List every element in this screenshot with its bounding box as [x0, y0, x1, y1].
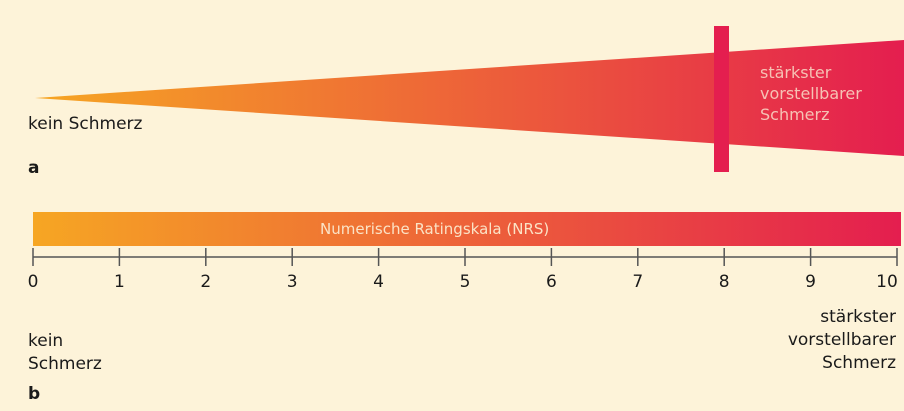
wedge-graphic: [35, 26, 904, 172]
tick-label-6: 6: [545, 272, 557, 292]
scale-bar: [33, 212, 901, 246]
wedge-right-label: stärkster vorstellbarer Schmerz: [760, 63, 862, 124]
tick-label-1: 1: [113, 272, 125, 292]
numeric-rating-scale-panel: Numerische Ratingskala (NRS) 0 1 2 3 4 5 6 7 8 9 1…: [0, 200, 904, 411]
scale-left-label: kein Schmerz: [28, 331, 102, 374]
panel-letter-a: a: [28, 158, 40, 178]
tick-label-10: 10: [876, 272, 898, 292]
scale-caption: Numerische Ratingskala (NRS): [320, 220, 550, 238]
panel-letter-b: b: [28, 384, 41, 404]
pain-wedge: [35, 40, 904, 156]
visual-analog-scale-panel: kein Schmerz stärkster vorstellbarer Sch…: [0, 0, 904, 200]
tick-label-3: 3: [286, 272, 298, 292]
tick-label-4: 4: [373, 272, 384, 292]
tick-label-8: 8: [718, 272, 730, 292]
tick-label-7: 7: [632, 272, 644, 292]
scale-graphic: [32, 212, 901, 266]
marker-bar[interactable]: [714, 26, 729, 172]
wedge-left-label: kein Schmerz: [28, 114, 143, 134]
tick-group: [32, 248, 898, 266]
tick-label-9: 9: [805, 272, 816, 292]
tick-label-5: 5: [459, 272, 471, 292]
tick-label-2: 2: [200, 272, 212, 292]
tick-label-0: 0: [27, 272, 39, 292]
scale-right-label: stärkster vorstellbarer Schmerz: [787, 307, 896, 373]
